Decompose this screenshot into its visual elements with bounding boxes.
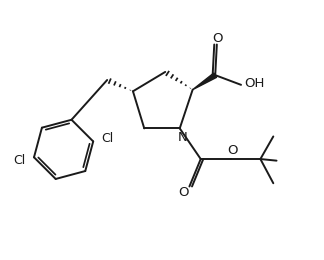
Text: O: O	[179, 186, 189, 199]
Text: Cl: Cl	[102, 132, 114, 145]
Text: O: O	[227, 145, 237, 158]
Polygon shape	[193, 73, 217, 90]
Text: OH: OH	[244, 77, 264, 90]
Text: Cl: Cl	[13, 154, 26, 167]
Text: O: O	[212, 32, 223, 45]
Text: N: N	[178, 131, 187, 144]
